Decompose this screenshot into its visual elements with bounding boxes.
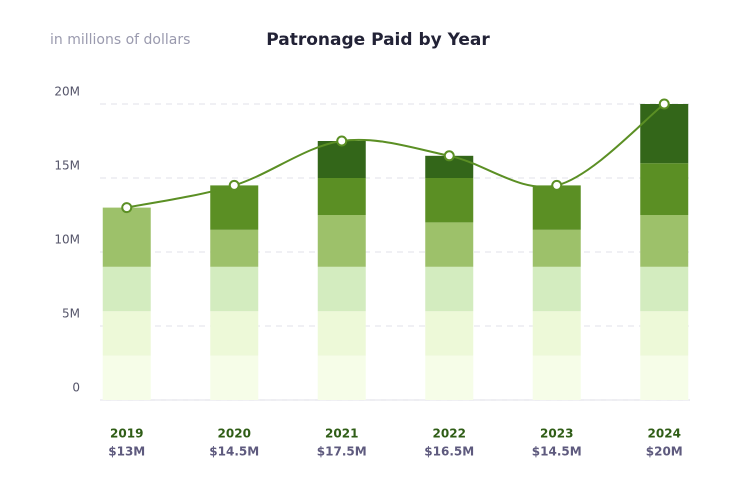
bar-segment [532,311,581,356]
total-line [126,103,665,209]
bar-segment [317,355,366,400]
total-dot [658,98,670,110]
bar-segment [532,266,581,312]
bar-segment [640,311,689,356]
y-tick-label: 5M [62,307,80,321]
bar-segment [210,311,259,356]
value-label: $14.5M [532,445,582,459]
bar-segment [425,155,474,178]
bar-segment [210,266,259,312]
bar-segment [102,355,151,400]
x-tick-label: 2024 [648,427,681,441]
value-label: $13M [108,445,145,459]
value-label: $14.5M [209,445,259,459]
x-tick-label: 2022 [433,427,466,441]
bar-segment [102,207,151,267]
bar-segment [425,355,474,400]
bar-segment [317,141,366,178]
bar-segment [210,185,259,230]
bar-segment [532,355,581,400]
y-tick-label: 10M [54,233,80,247]
total-dot [121,202,133,214]
x-tick-label: 2019 [110,427,143,441]
chart-subtitle: in millions of dollars [50,32,190,48]
total-dot [336,135,348,147]
bar-segment [317,311,366,356]
bar-segment [317,266,366,312]
y-tick-label: 0 [72,381,80,395]
bar-segment [425,311,474,356]
total-dot [228,179,240,191]
bar-segment [640,266,689,312]
x-tick-label: 2021 [325,427,358,441]
bar-segment [425,178,474,223]
bar-segment [532,185,581,230]
bar-segment [640,104,689,164]
bar-segment [425,222,474,267]
value-label: $16.5M [424,445,474,459]
value-label: $17.5M [317,445,367,459]
bar-segment [102,311,151,356]
bar-segment [317,178,366,215]
y-tick-label: 20M [54,85,80,99]
x-tick-label: 2020 [218,427,251,441]
bar-segment [210,229,259,267]
bar-segment [210,355,259,400]
y-tick-label: 15M [54,159,80,173]
x-tick-label: 2023 [540,427,573,441]
total-dot [551,179,563,191]
bar-segment [640,355,689,400]
bar-segment [640,163,689,215]
bar-segment [425,266,474,312]
total-dot [443,150,455,162]
bar-segment [640,215,689,267]
chart-title: Patronage Paid by Year [266,30,490,50]
bar-segment [317,215,366,267]
value-label: $20M [646,445,683,459]
bar-segment [102,266,151,312]
bar-segment [532,229,581,267]
